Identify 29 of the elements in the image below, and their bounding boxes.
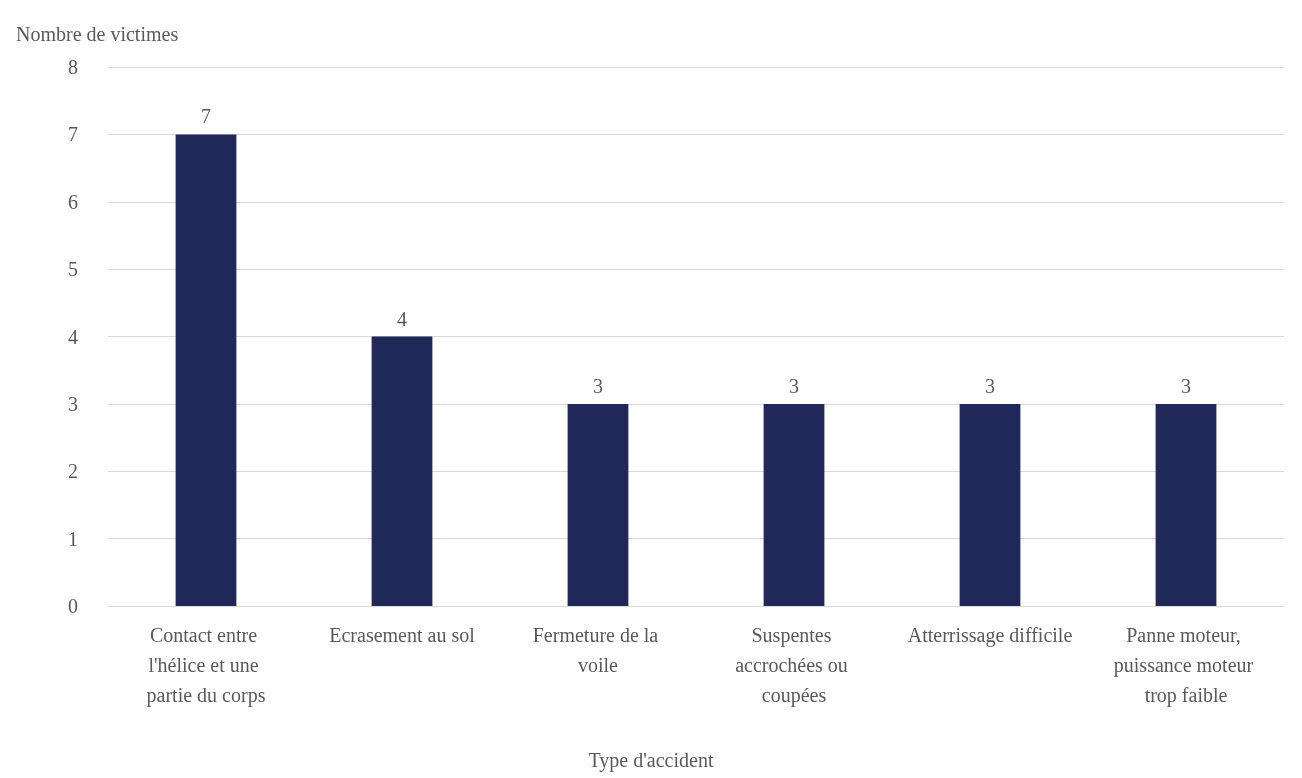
y-tick-label: 5 bbox=[68, 258, 78, 281]
data-label: 3 bbox=[1181, 374, 1191, 397]
x-tick-label: Panne moteur, puissance moteur trop faible bbox=[1113, 624, 1259, 707]
y-tick-label: 6 bbox=[68, 190, 78, 213]
data-label: 7 bbox=[201, 105, 211, 128]
y-tick-label: 3 bbox=[68, 392, 78, 415]
data-label: 3 bbox=[985, 374, 995, 397]
data-label: 3 bbox=[789, 374, 799, 397]
y-tick-label: 0 bbox=[68, 595, 78, 617]
x-tick-label: Atterrissage difficile bbox=[907, 624, 1073, 647]
y-tick-label: 1 bbox=[68, 527, 78, 550]
x-tick-label: Ecrasement au sol bbox=[329, 624, 476, 646]
y-tick-label: 4 bbox=[68, 325, 78, 348]
x-axis-title: Type d'accident bbox=[588, 749, 714, 772]
bar bbox=[175, 134, 237, 606]
data-label: 4 bbox=[397, 307, 407, 330]
y-tick-label: 8 bbox=[68, 56, 78, 78]
x-tick-label: Contact entre l'hélice et une partie du corps bbox=[146, 624, 266, 707]
y-tick-label: 7 bbox=[68, 123, 78, 146]
data-label: 3 bbox=[593, 374, 603, 397]
x-tick-label: Fermeture de la voile bbox=[532, 624, 664, 676]
bar bbox=[959, 403, 1021, 606]
x-tick-label: Suspentes accrochées ou coupées bbox=[735, 624, 853, 707]
bar bbox=[567, 403, 629, 606]
bar bbox=[1155, 403, 1217, 606]
bar bbox=[763, 403, 825, 606]
bar bbox=[371, 336, 433, 606]
y-axis-title: Nombre de victimes bbox=[16, 23, 179, 45]
y-tick-label: 2 bbox=[68, 460, 78, 483]
